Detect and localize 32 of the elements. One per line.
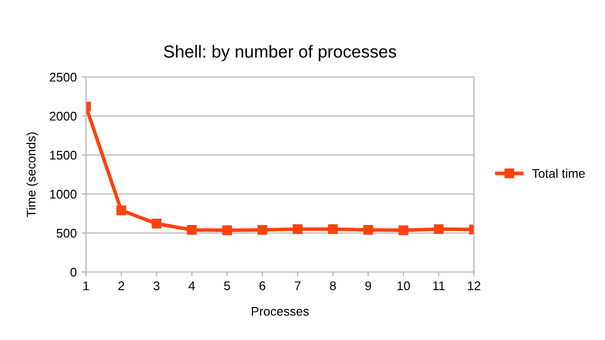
y-axis-title: Time (seconds) — [26, 132, 38, 218]
y-tick-label: 2500 — [50, 72, 76, 82]
x-tick-label: 2 — [118, 281, 124, 290]
x-tick-label: 4 — [188, 281, 195, 290]
point — [116, 206, 126, 216]
x-tick-label: 5 — [224, 281, 230, 290]
x-tick-label: 6 — [260, 281, 266, 290]
x-tick-label: 1 — [83, 281, 89, 290]
point — [152, 218, 162, 228]
point — [222, 225, 232, 236]
chart-title: Shell: by number of processes — [164, 44, 396, 62]
x-tick-label: 12 — [468, 281, 480, 290]
x-axis-title: Processes — [252, 307, 309, 316]
point — [292, 224, 302, 234]
x-tick-label: 7 — [294, 281, 300, 290]
x-tick-label: 8 — [330, 281, 336, 290]
point — [398, 225, 408, 236]
x-tick-label: 11 — [433, 281, 445, 290]
legend-label: Total time — [532, 168, 585, 178]
y-tick-label: 2000 — [50, 112, 76, 121]
point — [434, 224, 444, 234]
y-tick-label: 1500 — [50, 150, 76, 160]
y-tick-label: 1000 — [50, 190, 76, 199]
point — [258, 225, 268, 235]
y-tick-label: 0 — [70, 268, 76, 277]
x-tick-label: 10 — [397, 281, 410, 290]
point — [186, 225, 197, 235]
y-tick-label: 500 — [56, 228, 76, 238]
x-tick-label: 3 — [154, 281, 160, 290]
point — [328, 224, 338, 234]
point — [363, 225, 374, 235]
x-tick-label: 9 — [365, 281, 372, 290]
